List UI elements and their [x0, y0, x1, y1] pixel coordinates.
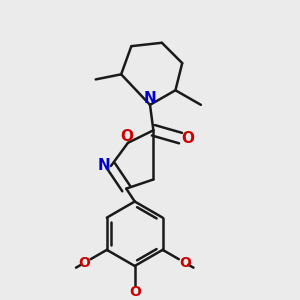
Text: O: O	[78, 256, 90, 270]
Text: N: N	[144, 91, 156, 106]
Text: O: O	[120, 129, 133, 144]
Text: O: O	[182, 130, 194, 146]
Text: O: O	[129, 285, 141, 299]
Text: O: O	[179, 256, 191, 270]
Text: N: N	[97, 158, 110, 173]
